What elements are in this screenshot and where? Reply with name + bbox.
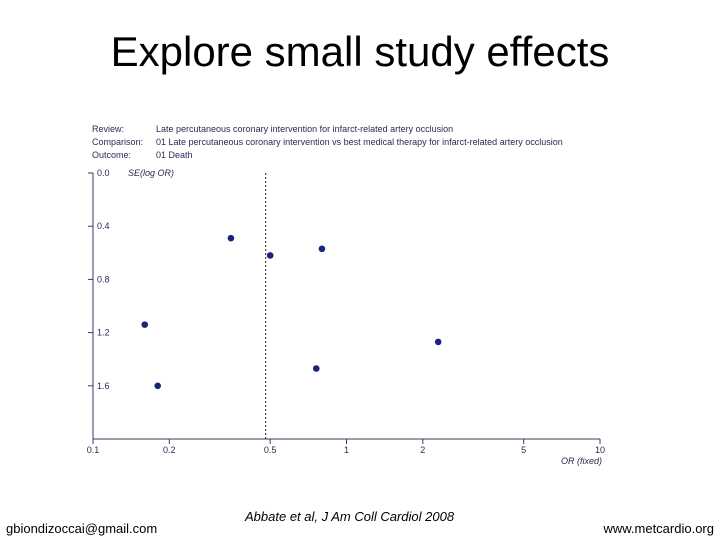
- x-tick-label: 0.2: [163, 445, 176, 455]
- footer-website: www.metcardio.org: [603, 521, 714, 536]
- study-point: [434, 338, 442, 346]
- slide-title: Explore small study effects: [110, 28, 610, 75]
- x-tick-label: 2: [420, 445, 425, 455]
- footer-email: gbiondizoccai@gmail.com: [6, 521, 158, 536]
- x-tick-label: 0.5: [264, 445, 277, 455]
- comparison-value: 01 Late percutaneous coronary interventi…: [156, 137, 563, 147]
- study-point: [227, 234, 235, 242]
- review-value: Late percutaneous coronary intervention …: [156, 124, 454, 134]
- outcome-label: Outcome:: [92, 150, 132, 160]
- study-point: [154, 382, 162, 390]
- x-axis-label: OR (fixed): [561, 456, 602, 466]
- outcome-value: 01 Death: [156, 150, 193, 160]
- x-tick-label: 10: [595, 445, 605, 455]
- study-point: [318, 245, 326, 253]
- y-tick-label: 1.6: [97, 381, 110, 391]
- study-point: [141, 321, 149, 328]
- study-point: [266, 252, 274, 259]
- footer-citation: Abbate et al, J Am Coll Cardiol 2008: [245, 509, 455, 524]
- y-tick-label: 0.8: [97, 274, 110, 284]
- y-tick-label: 1.2: [97, 328, 110, 338]
- y-axis-label: SE(log OR): [128, 168, 174, 178]
- review-info: Review: Late percutaneous coronary interv…: [92, 123, 563, 162]
- x-tick-label: 5: [521, 445, 526, 455]
- comparison-label: Comparison:: [92, 137, 144, 147]
- study-point: [312, 365, 320, 372]
- x-tick-label: 1: [344, 445, 349, 455]
- y-tick-label: 0.0: [97, 168, 110, 178]
- y-tick-label: 0.4: [97, 221, 110, 231]
- x-tick-label: 0.1: [87, 445, 100, 455]
- review-label: Review:: [92, 124, 125, 134]
